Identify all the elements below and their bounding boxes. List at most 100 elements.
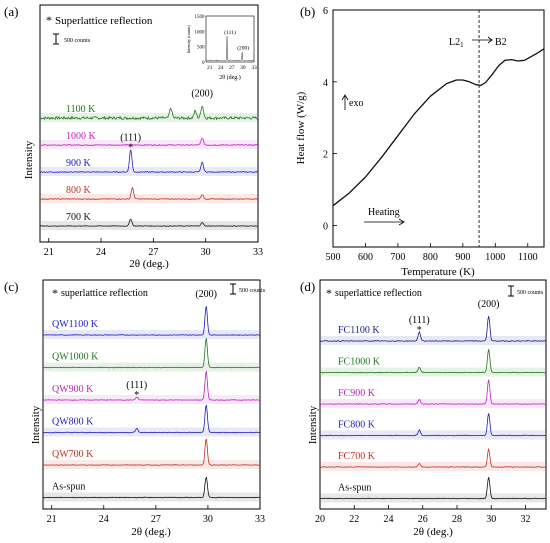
panel-d-series-fc1100-k-band	[321, 336, 545, 345]
panel-a-series-group: 1100 K 1000 K 900 K 800 K 700 K (200) (111)*	[39, 88, 259, 230]
panel-a: (a) 1100 K 1000 K 900 K 800 K 700 K (200) (111…	[4, 4, 263, 270]
panel-c-series-qw800-k-label: QW800 K	[52, 417, 94, 428]
panel-b-x-tick-label-1000: 1000	[485, 252, 505, 263]
panel-d-x-tick-label-20: 20	[315, 514, 325, 525]
panel-a-x-tick-label-24: 24	[96, 247, 106, 258]
panel-a-inset-y-tick-1500: 1500	[195, 15, 206, 20]
panel-d-series-fc1100-k-line	[319, 316, 547, 342]
panel-d-scale-bar-label: 500 counts	[517, 290, 544, 296]
panel-d-x-tick-label-32: 32	[520, 514, 530, 525]
panel-c-series-as-spun-band	[44, 492, 259, 502]
panel-a-x-ticks: 21 24 27 30 33	[44, 238, 263, 258]
panel-d: (d) FC1100 K FC1000 K FC900 K FC800 K FC700 …	[300, 279, 547, 538]
panel-d-series-fc800-k-label: FC800 K	[338, 420, 376, 431]
panel-d-series-fc1100-k-label: FC1100 K	[338, 325, 380, 336]
panel-a-inset-frame	[205, 15, 255, 63]
panel-c-series-qw800-k-band	[44, 427, 259, 437]
panel-d-series-fc800-k-band	[321, 430, 545, 440]
panel-c-series-qw1000-k-line	[43, 337, 261, 369]
panel-d-peak-star-111: *	[417, 325, 422, 336]
panel-c-scale-bar	[230, 283, 236, 295]
panel-d-label: (d)	[300, 279, 315, 294]
panel-a-inset-peak-200: (200)	[237, 45, 249, 52]
panel-a-series-1100-k-band	[41, 113, 257, 122]
panel-c-series-qw1100-k-label: QW1100 K	[52, 319, 99, 330]
panel-c-peak-label-111: (111)	[126, 380, 147, 391]
panel-c-legend-text: superlattice reflection	[61, 288, 148, 299]
panel-a-series-700-k-line	[39, 218, 259, 227]
panel-d-series-fc900-k-band	[321, 399, 545, 408]
panel-b: (b) 500 600 700 800 900 1000 1100 0 2 4 6 Temperat…	[295, 4, 545, 278]
panel-c-peak-label-200: (200)	[195, 289, 217, 300]
panel-c-x-tick-label-27: 27	[151, 514, 161, 525]
panel-b-x-tick-label-600: 600	[358, 252, 373, 263]
panel-b-x-tick-label-800: 800	[423, 252, 438, 263]
panel-a-series-1000-k-line	[39, 138, 258, 146]
panel-a-inset-x-tick-30: 30	[240, 65, 246, 71]
panel-b-x-tick-label-500: 500	[326, 252, 341, 263]
panel-c-series-group: QW1100 K QW1000 K QW900 K QW800 K QW700 K As-…	[42, 289, 261, 502]
panel-c-series-qw900-k-line	[42, 370, 261, 401]
panel-a-inset-x-label: 2θ (deg.)	[219, 74, 241, 81]
panel-d-series-fc900-k-label: FC900 K	[338, 388, 376, 399]
panel-d-x-axis-label: 2θ (deg.)	[413, 526, 453, 538]
panel-c-peak-star-111: *	[134, 390, 139, 401]
panel-c-y-axis-label: Intensity	[30, 405, 42, 444]
panel-b-x-axis-label: Temperature (K)	[401, 266, 475, 278]
panel-a-legend-star: *	[46, 13, 52, 27]
panel-c-x-tick-label-33: 33	[255, 514, 265, 525]
panel-a-series-900-k-line	[39, 149, 259, 173]
panel-a-peak-label-200: (200)	[191, 88, 213, 99]
panel-a-x-tick-label-27: 27	[148, 247, 158, 258]
panel-c-legend-star: *	[52, 286, 58, 300]
panel-a-x-axis-label: 2θ (deg.)	[129, 258, 169, 270]
panel-b-transition-sub: 1	[460, 41, 464, 49]
panel-a-x-tick-label-21: 21	[44, 247, 54, 258]
panel-a-y-axis-label: Intensity	[23, 140, 35, 179]
panel-c-series-qw1000-k-label: QW1000 K	[52, 352, 99, 363]
panel-a-inset-x-tick-21: 21	[207, 65, 213, 71]
panel-c-x-axis-label: 2θ (deg.)	[131, 526, 171, 538]
panel-a-peak-label-111: (111)	[120, 133, 141, 144]
panel-b-y-tick-label-0: 0	[323, 221, 328, 232]
panel-a-series-800-k-line	[39, 186, 258, 200]
panel-d-series-fc1000-k-label: FC1000 K	[338, 357, 381, 368]
panel-b-transition-label: L21	[449, 37, 464, 49]
panel-c-x-ticks: 21 24 27 30 33	[47, 505, 265, 525]
panel-a-inset-x-tick-27: 27	[229, 65, 235, 71]
panel-d-series-fc900-k-line	[319, 379, 547, 405]
panel-d-legend-star: *	[326, 286, 332, 300]
panel-b-y-tick-label-4: 4	[323, 78, 328, 89]
panel-b-transition-from: L2	[449, 37, 460, 48]
panel-d-x-tick-label-28: 28	[452, 514, 462, 525]
panel-d-peak-label-111: (111)	[409, 315, 430, 326]
panel-d-x-tick-label-24: 24	[383, 514, 393, 525]
panel-b-exo-arrow	[341, 94, 349, 110]
panel-b-y-tick-label-6: 6	[323, 6, 328, 17]
panel-d-series-fc700-k-label: FC700 K	[338, 451, 376, 462]
panel-a-series-700-k-label: 700 K	[66, 212, 92, 223]
panel-c-series-qw700-k-label: QW700 K	[52, 449, 94, 460]
panel-a-plot-frame	[39, 4, 259, 243]
panel-b-x-tick-label-700: 700	[390, 252, 405, 263]
panel-d-x-tick-label-26: 26	[418, 514, 428, 525]
panel-a-series-800-k-label: 800 K	[66, 185, 92, 196]
panel-c-series-qw900-k-label: QW900 K	[52, 384, 94, 395]
panel-c-label: (c)	[4, 279, 18, 294]
panel-a-scale-bar	[53, 33, 59, 45]
panel-b-heating-arrow	[364, 218, 405, 226]
panel-c-x-tick-label-21: 21	[47, 514, 57, 525]
panel-c-scale-bar-label: 500 counts	[239, 288, 266, 294]
panel-c-plot-frame	[42, 279, 261, 510]
panel-a-series-1100-k-label: 1100 K	[66, 104, 96, 115]
panel-b-heat-flow-line	[332, 48, 545, 207]
panel-d-series-as-spun-line	[319, 477, 547, 500]
panel-a-series-700-k-band	[41, 221, 257, 230]
panel-a-series-1100-k-line	[39, 105, 259, 121]
panel-a-x-tick-label-30: 30	[201, 247, 211, 258]
panel-a-inset-y-tick-500: 500	[197, 46, 205, 51]
panel-d-scale-bar	[508, 285, 514, 297]
panel-d-series-as-spun-label: As-spun	[338, 483, 371, 494]
panel-b-exo-label: exo	[349, 98, 363, 109]
